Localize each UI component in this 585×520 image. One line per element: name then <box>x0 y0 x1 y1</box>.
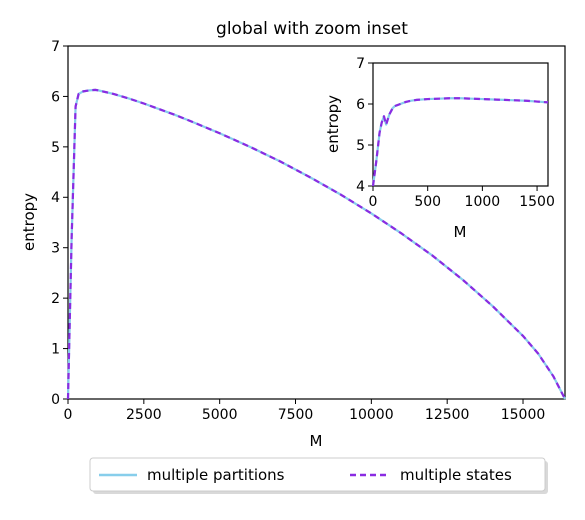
main-y-tick-label: 5 <box>51 140 60 156</box>
main-series-multiple-states <box>66 88 566 400</box>
inset-y-tick-label: 6 <box>356 97 365 113</box>
main-x-tick-label: 5000 <box>202 407 238 423</box>
inset-x-tick-label: 1000 <box>465 194 501 210</box>
inset-x-tick-label: 500 <box>414 194 441 210</box>
inset-x-tick-label: 1500 <box>519 194 555 210</box>
main-x-tick-label: 7500 <box>278 407 314 423</box>
inset-series <box>371 97 549 187</box>
inset-series-multiple-states <box>371 97 549 187</box>
main-x-tick-label: 15000 <box>501 407 546 423</box>
main-x-axis-label: M <box>310 432 323 450</box>
inset-y-axis-label: entropy <box>324 95 342 153</box>
inset-y-tick-label: 7 <box>356 56 365 72</box>
main-y-tick-label: 7 <box>51 39 60 55</box>
main-y-tick-label: 4 <box>51 190 60 206</box>
legend-label-multiple-states: multiple states <box>400 466 512 484</box>
main-y-tick-label: 3 <box>51 241 60 257</box>
inset-plot-frame <box>372 62 549 187</box>
main-x-tick-label: 0 <box>64 407 73 423</box>
legend: multiple partitions multiple states <box>89 457 548 494</box>
legend-box <box>89 457 546 492</box>
main-y-axis-label: entropy <box>20 193 38 251</box>
inset-x-axis-label: M <box>454 223 467 241</box>
inset-y-tick-label: 5 <box>356 138 365 154</box>
main-y-tick-label: 1 <box>51 341 60 357</box>
chart-title: global with zoom inset <box>216 19 408 39</box>
inset-y-tick-label: 4 <box>356 179 365 195</box>
inset-x-tick-label: 0 <box>369 194 378 210</box>
main-y-tick-label: 6 <box>51 89 60 105</box>
main-x-tick-label: 2500 <box>126 407 162 423</box>
main-series <box>66 88 566 400</box>
inset-ticks: 0 500 1000 1500 4 5 6 7 <box>356 56 555 210</box>
legend-label-multiple-partitions: multiple partitions <box>147 466 285 484</box>
main-x-tick-label: 10000 <box>349 407 394 423</box>
main-y-tick-label: 2 <box>51 291 60 307</box>
main-y-tick-label: 0 <box>51 392 60 408</box>
main-x-tick-label: 12500 <box>425 407 470 423</box>
